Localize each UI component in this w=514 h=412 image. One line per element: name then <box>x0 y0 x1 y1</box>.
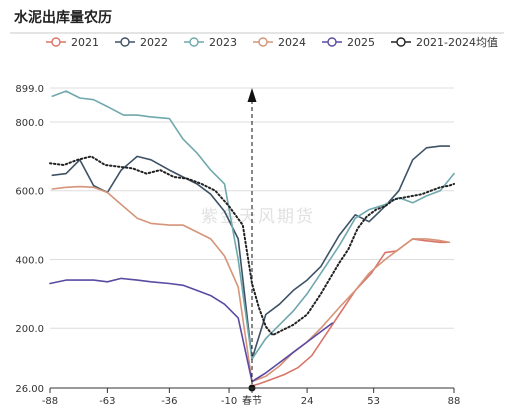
legend-item-2022[interactable]: 2022 <box>115 36 168 49</box>
legend-swatch-marker-2024 <box>258 37 268 47</box>
legend-swatch-marker-2023 <box>189 37 199 47</box>
spring-festival-arrow-head <box>247 88 257 102</box>
series-line-2021 <box>248 238 448 388</box>
legend-label-2021: 2021 <box>71 36 99 49</box>
y-tick-label-600-0: 600.0 <box>15 187 44 198</box>
legend-item-2025[interactable]: 2025 <box>322 36 375 49</box>
legend-swatch-marker-2021-2024 <box>396 37 406 47</box>
legend-swatch-marker-2021 <box>51 37 61 47</box>
legend-label-2021-2024: 2021-2024均值 <box>416 36 498 49</box>
annotation-layer <box>247 88 257 392</box>
x-tick-label-0: -88 <box>42 396 58 407</box>
legend-swatch-marker-2025 <box>327 37 337 47</box>
legend-label-2024: 2024 <box>278 36 306 49</box>
legend-item-2021[interactable]: 2021 <box>46 36 99 49</box>
y-tick-label-200-0: 200.0 <box>15 324 44 335</box>
x-tick-label-1: -63 <box>99 396 115 407</box>
y-tick-label-400-0: 400.0 <box>15 255 44 266</box>
x-tick-label-4: 春节 <box>242 395 262 407</box>
series-line-2025 <box>49 277 334 383</box>
legend: 2021 2022 2023 2024 2025 2021-2024均值 <box>46 36 498 49</box>
x-tick-label-5: 24 <box>301 396 314 407</box>
legend-item-2023[interactable]: 2023 <box>184 36 237 49</box>
legend-label-2023: 2023 <box>209 36 237 49</box>
legend-item-2024[interactable]: 2024 <box>253 36 306 49</box>
x-tick-label-3: -10 <box>221 396 237 407</box>
grid <box>50 87 454 389</box>
axes: 26.00 200.0 400.0 600.0 800.0 899.0 -88 -63 -36 -… <box>15 84 460 407</box>
legend-label-2025: 2025 <box>347 36 375 49</box>
watermark: 紫金天风期货 <box>201 207 315 227</box>
x-tick-label-7: 88 <box>448 396 461 407</box>
x-tick-label-2: -36 <box>161 396 177 407</box>
legend-item-2021-2024[interactable]: 2021-2024均值 <box>391 36 498 49</box>
legend-swatch-marker-2022 <box>120 37 130 47</box>
y-tick-label-800-0: 800.0 <box>15 118 44 129</box>
chart-title: 水泥出库量农历 <box>14 9 112 26</box>
y-tick-label-26-00: 26.00 <box>15 384 44 395</box>
series-line-2021-2024 <box>49 155 455 337</box>
legend-label-2022: 2022 <box>140 36 168 49</box>
y-tick-label-899-0: 899.0 <box>15 84 44 95</box>
x-tick-label-6: 53 <box>367 396 380 407</box>
